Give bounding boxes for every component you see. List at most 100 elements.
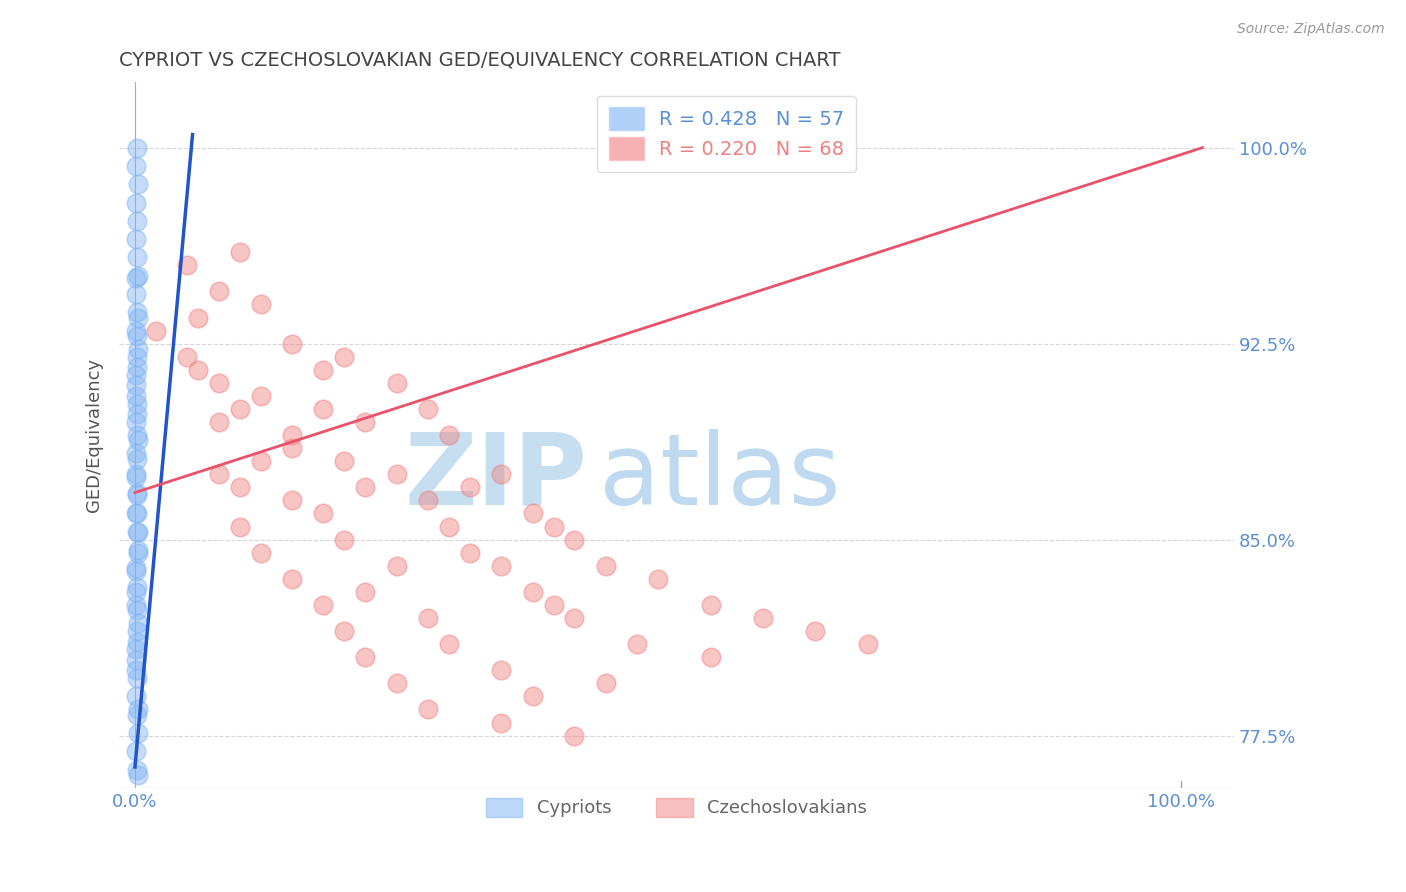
Point — [125, 561, 148, 575]
Point — [125, 428, 148, 442]
Point — [228, 401, 250, 416]
Point — [125, 642, 148, 657]
Point — [125, 663, 148, 677]
Point — [208, 467, 231, 482]
Point — [125, 378, 148, 392]
Point — [125, 415, 148, 429]
Point — [228, 519, 250, 533]
Point — [856, 637, 879, 651]
Point — [647, 572, 669, 586]
Point — [125, 407, 148, 421]
Point — [187, 363, 209, 377]
Point — [333, 350, 356, 364]
Point — [125, 507, 148, 521]
Point — [249, 297, 271, 311]
Point — [125, 360, 148, 375]
Point — [281, 493, 304, 508]
Point — [333, 533, 356, 547]
Point — [804, 624, 827, 638]
Point — [437, 428, 460, 442]
Point — [125, 368, 148, 382]
Point — [127, 268, 149, 283]
Text: atlas: atlas — [599, 429, 841, 526]
Point — [127, 726, 149, 740]
Point — [125, 287, 148, 301]
Point — [125, 524, 148, 539]
Point — [354, 415, 377, 429]
Point — [127, 524, 149, 539]
Point — [125, 744, 148, 758]
Point — [416, 401, 439, 416]
Point — [312, 363, 335, 377]
Point — [125, 580, 148, 594]
Point — [176, 258, 198, 272]
Point — [208, 415, 231, 429]
Y-axis label: GED/Equivalency: GED/Equivalency — [86, 358, 103, 512]
Point — [145, 324, 167, 338]
Point — [125, 507, 148, 521]
Point — [125, 271, 148, 285]
Point — [208, 376, 231, 390]
Point — [491, 715, 513, 730]
Point — [354, 585, 377, 599]
Point — [437, 519, 460, 533]
Point — [127, 543, 149, 558]
Point — [281, 428, 304, 442]
Point — [458, 546, 481, 560]
Point — [522, 507, 544, 521]
Point — [626, 637, 648, 651]
Point — [385, 676, 408, 690]
Point — [281, 572, 304, 586]
Point — [333, 624, 356, 638]
Point — [458, 480, 481, 494]
Point — [125, 467, 148, 482]
Point — [249, 546, 271, 560]
Point — [127, 178, 149, 192]
Point — [249, 389, 271, 403]
Point — [491, 467, 513, 482]
Point — [522, 690, 544, 704]
Point — [416, 493, 439, 508]
Point — [125, 671, 148, 685]
Point — [125, 397, 148, 411]
Point — [125, 305, 148, 319]
Point — [125, 324, 148, 338]
Point — [125, 389, 148, 403]
Point — [312, 401, 335, 416]
Point — [127, 768, 149, 782]
Point — [385, 376, 408, 390]
Point — [385, 467, 408, 482]
Point — [125, 350, 148, 364]
Point — [125, 451, 148, 466]
Point — [125, 585, 148, 599]
Text: Source: ZipAtlas.com: Source: ZipAtlas.com — [1237, 22, 1385, 37]
Point — [595, 676, 617, 690]
Point — [522, 585, 544, 599]
Point — [416, 702, 439, 716]
Point — [385, 558, 408, 573]
Legend: Cypriots, Czechoslovakians: Cypriots, Czechoslovakians — [479, 791, 875, 825]
Point — [437, 637, 460, 651]
Point — [127, 616, 149, 631]
Point — [125, 488, 148, 502]
Point — [125, 141, 148, 155]
Point — [125, 707, 148, 722]
Point — [699, 650, 721, 665]
Point — [125, 446, 148, 460]
Point — [752, 611, 775, 625]
Point — [125, 470, 148, 484]
Point — [187, 310, 209, 325]
Point — [125, 624, 148, 638]
Point — [208, 285, 231, 299]
Point — [127, 434, 149, 448]
Point — [125, 634, 148, 648]
Point — [125, 653, 148, 667]
Point — [125, 232, 148, 246]
Point — [125, 603, 148, 617]
Point — [125, 598, 148, 612]
Point — [249, 454, 271, 468]
Point — [125, 159, 148, 173]
Point — [125, 251, 148, 265]
Point — [127, 342, 149, 356]
Text: ZIP: ZIP — [405, 429, 588, 526]
